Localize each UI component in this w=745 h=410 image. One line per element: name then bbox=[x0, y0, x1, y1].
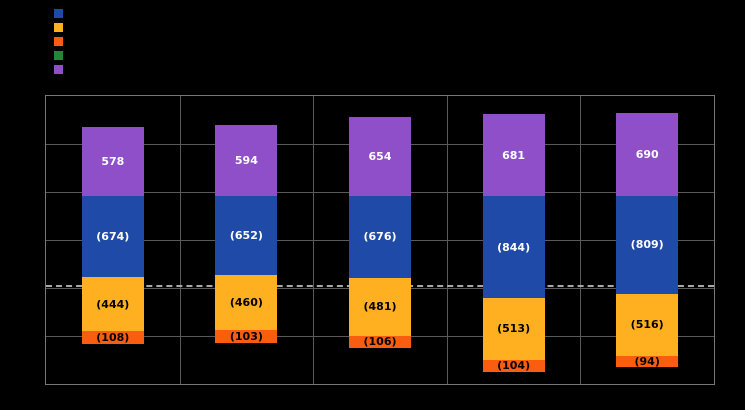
legend-item-4 bbox=[54, 48, 69, 62]
legend-item-2 bbox=[54, 20, 69, 34]
bar-3-segment-purple: 654 bbox=[349, 117, 411, 197]
bar-4-value-label-orange: (104) bbox=[497, 359, 531, 373]
bar-1-segment-gold: (444) bbox=[81, 277, 144, 331]
bar-5-segment-purple: 690 bbox=[616, 113, 679, 197]
bar-1-segment-purple: 578 bbox=[81, 126, 144, 197]
legend-swatch bbox=[54, 50, 63, 60]
bar-4-value-label-purple: 681 bbox=[502, 148, 526, 162]
bar-5-value-label-blue: (809) bbox=[630, 238, 664, 252]
legend-item-3 bbox=[54, 34, 69, 48]
bar-1-value-label-blue: (674) bbox=[96, 230, 130, 244]
legend-swatch bbox=[54, 36, 63, 46]
bar-3-segment-gold: (481) bbox=[349, 277, 411, 336]
plot-area: 578 (674) (444) (108) 594 (652) (460) (103) 654 (… bbox=[45, 95, 715, 385]
bar-1-value-label-orange: (108) bbox=[96, 330, 130, 344]
bar-4-segment-purple: 681 bbox=[482, 114, 545, 197]
bar-1-segment-blue: (674) bbox=[81, 196, 144, 278]
bar-3-segment-orange: (106) bbox=[349, 335, 411, 349]
legend-item-1 bbox=[54, 6, 69, 20]
chart-legend bbox=[54, 6, 69, 76]
legend-swatch bbox=[54, 8, 63, 18]
bar-2-segment-blue: (652) bbox=[215, 196, 278, 275]
bar-1-value-label-purple: 578 bbox=[101, 154, 125, 168]
bar-4-segment-orange: (104) bbox=[482, 359, 545, 373]
bar-2-value-label-orange: (103) bbox=[229, 329, 263, 343]
legend-item-5 bbox=[54, 62, 69, 76]
vertical-gridline bbox=[580, 96, 582, 384]
bar-4-segment-blue: (844) bbox=[482, 196, 545, 298]
bar-3-value-label-purple: 654 bbox=[368, 150, 392, 164]
bar-1-value-label-gold: (444) bbox=[96, 297, 130, 311]
bar-5-value-label-purple: 690 bbox=[635, 148, 659, 162]
bar-4-value-label-gold: (513) bbox=[497, 322, 531, 336]
bar-3-value-label-gold: (481) bbox=[363, 300, 397, 314]
bar-1-segment-orange: (108) bbox=[81, 330, 144, 344]
vertical-gridline bbox=[313, 96, 315, 384]
bar-5-segment-blue: (809) bbox=[616, 196, 679, 294]
legend-swatch bbox=[54, 64, 63, 74]
bar-2-value-label-purple: 594 bbox=[234, 153, 258, 167]
bar-4-segment-gold: (513) bbox=[482, 297, 545, 360]
bar-3-value-label-blue: (676) bbox=[363, 230, 397, 244]
bar-2-value-label-gold: (460) bbox=[229, 295, 263, 309]
bar-2-value-label-blue: (652) bbox=[229, 228, 263, 242]
bar-5-value-label-gold: (516) bbox=[630, 318, 664, 332]
bar-5-segment-gold: (516) bbox=[616, 293, 679, 356]
bar-3-value-label-orange: (106) bbox=[363, 335, 397, 349]
bar-3-segment-blue: (676) bbox=[349, 196, 411, 278]
bar-2-segment-gold: (460) bbox=[215, 274, 278, 331]
vertical-gridline bbox=[446, 96, 448, 384]
bar-2-segment-purple: 594 bbox=[215, 124, 278, 197]
legend-swatch bbox=[54, 22, 63, 32]
bar-2-segment-orange: (103) bbox=[215, 329, 278, 343]
bar-4-value-label-blue: (844) bbox=[497, 240, 531, 254]
vertical-gridline bbox=[179, 96, 181, 384]
bar-5-value-label-orange: (94) bbox=[634, 355, 660, 369]
bar-5-segment-orange: (94) bbox=[616, 355, 679, 369]
